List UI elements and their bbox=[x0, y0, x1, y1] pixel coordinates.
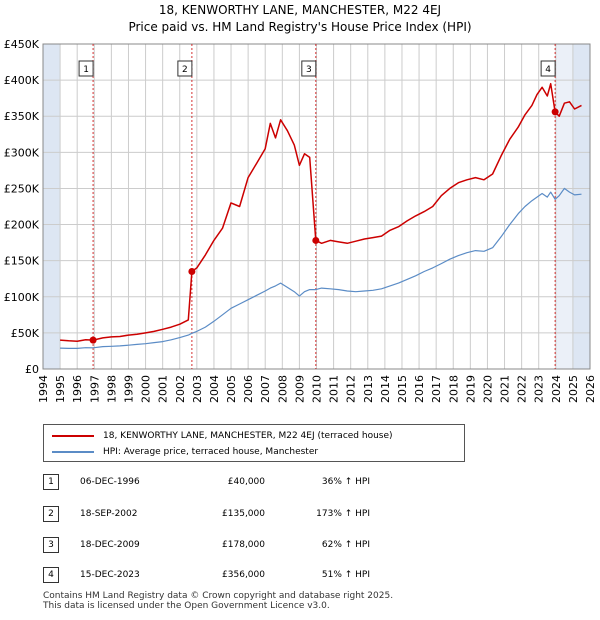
sale-number: 3 bbox=[43, 537, 59, 553]
shaded-region bbox=[43, 44, 61, 369]
table-row: 2 18-SEP-2002 £135,000 173% ↑ HPI bbox=[0, 506, 600, 526]
sale-number-box bbox=[301, 60, 317, 77]
sale-number-box bbox=[177, 60, 193, 77]
x-tick-label: 2011 bbox=[328, 375, 341, 403]
x-tick-label: 1995 bbox=[54, 375, 67, 403]
y-tick-label: £300K bbox=[4, 146, 40, 159]
x-tick-label: 2012 bbox=[345, 375, 358, 403]
y-tick-label: £0 bbox=[25, 363, 39, 376]
sale-number-label: 4 bbox=[545, 65, 551, 75]
sale-hpi: 36% ↑ HPI bbox=[321, 477, 370, 487]
legend-hpi: HPI: Average price, terraced house, Manc… bbox=[52, 444, 318, 460]
sale-point bbox=[312, 236, 320, 244]
footer-copyright: Contains HM Land Registry data © Crown c… bbox=[43, 591, 394, 601]
footer-license: This data is licensed under the Open Gov… bbox=[43, 601, 330, 611]
table-row: 4 15-DEC-2023 £356,000 51% ↑ HPI bbox=[0, 567, 600, 587]
footer: Contains HM Land Registry data © Crown c… bbox=[43, 591, 393, 611]
sale-price: £356,000 bbox=[222, 570, 265, 580]
sale-point bbox=[188, 268, 196, 275]
sale-number: 2 bbox=[43, 506, 59, 522]
sale-point bbox=[89, 336, 97, 344]
x-tick-label: 2023 bbox=[533, 375, 546, 403]
table-row: 3 18-DEC-2009 £178,000 62% ↑ HPI bbox=[0, 537, 600, 557]
sale-price: £135,000 bbox=[222, 509, 265, 519]
x-tick-label: 2002 bbox=[174, 375, 187, 403]
sale-number: 4 bbox=[43, 567, 59, 583]
x-tick-label: 1994 bbox=[37, 375, 50, 403]
x-tick-label: 2017 bbox=[430, 375, 443, 403]
x-tick-label: 1996 bbox=[71, 375, 84, 403]
y-tick-label: £100K bbox=[4, 291, 40, 304]
x-tick-label: 2021 bbox=[499, 375, 512, 403]
sale-price: £178,000 bbox=[222, 540, 265, 550]
sale-price: £40,000 bbox=[227, 477, 265, 487]
sale-date: 15-DEC-2023 bbox=[80, 570, 140, 580]
x-tick-label: 2006 bbox=[242, 375, 255, 403]
x-tick-label: 2007 bbox=[259, 375, 272, 403]
title-address: 18, KENWORTHY LANE, MANCHESTER, M22 4EJ bbox=[158, 3, 442, 17]
sale-date: 06-DEC-1996 bbox=[80, 477, 140, 487]
y-tick-label: £150K bbox=[4, 255, 40, 268]
y-tick-label: £400K bbox=[4, 74, 40, 87]
x-tick-label: 2019 bbox=[464, 375, 477, 403]
property-price-line bbox=[60, 82, 582, 342]
legend-property-label: 18, KENWORTHY LANE, MANCHESTER, M22 4EJ … bbox=[103, 431, 393, 441]
plot-frame bbox=[42, 43, 591, 370]
chart-title: 18, KENWORTHY LANE, MANCHESTER, M22 4EJ … bbox=[0, 2, 600, 36]
x-tick-label: 2016 bbox=[413, 375, 426, 403]
price-chart: £0 £50K £100K £150K £200K £250K £300K £350K £400… bbox=[4, 38, 597, 403]
x-tick-label: 2013 bbox=[362, 375, 375, 403]
sale-number-label: 3 bbox=[306, 65, 312, 75]
y-tick-label: £450K bbox=[4, 38, 40, 51]
x-tick-label: 2003 bbox=[191, 375, 204, 403]
x-tick-label: 2015 bbox=[396, 375, 409, 403]
x-tick-label: 2014 bbox=[379, 375, 392, 403]
x-tick-label: 2010 bbox=[311, 375, 324, 403]
sale-date: 18-SEP-2002 bbox=[80, 509, 138, 519]
sale-hpi: 51% ↑ HPI bbox=[321, 570, 370, 580]
x-tick-label: 2001 bbox=[157, 375, 170, 403]
y-tick-label: £350K bbox=[4, 110, 40, 123]
sale-number: 1 bbox=[43, 474, 59, 490]
sale-date: 18-DEC-2009 bbox=[80, 540, 140, 550]
legend-property-swatch bbox=[52, 435, 94, 437]
legend: 18, KENWORTHY LANE, MANCHESTER, M22 4EJ … bbox=[43, 424, 465, 462]
shaded-region bbox=[572, 44, 590, 369]
y-tick-label: £250K bbox=[4, 182, 40, 195]
x-tick-label: 1999 bbox=[122, 375, 135, 403]
x-tick-label: 2022 bbox=[516, 375, 529, 403]
title-subtitle: Price paid vs. HM Land Registry's House … bbox=[128, 20, 472, 34]
legend-hpi-swatch bbox=[52, 451, 94, 453]
table-row: 1 06-DEC-1996 £40,000 36% ↑ HPI bbox=[0, 474, 600, 494]
x-tick-label: 1997 bbox=[88, 375, 101, 403]
sale-point bbox=[551, 108, 559, 116]
x-tick-label: 2026 bbox=[584, 375, 597, 403]
shaded-region bbox=[555, 44, 573, 369]
sale-number-label: 1 bbox=[83, 65, 89, 75]
sale-hpi: 173% ↑ HPI bbox=[316, 509, 370, 519]
x-tick-label: 2009 bbox=[293, 375, 306, 403]
x-tick-label: 2020 bbox=[481, 375, 494, 403]
x-tick-label: 2000 bbox=[140, 375, 153, 403]
x-tick-label: 2024 bbox=[550, 375, 563, 403]
sale-number-box bbox=[78, 60, 94, 77]
legend-hpi-label: HPI: Average price, terraced house, Manc… bbox=[103, 447, 319, 457]
x-tick-label: 2008 bbox=[276, 375, 289, 403]
sale-number-box bbox=[540, 60, 556, 77]
hpi-line bbox=[60, 187, 582, 349]
y-tick-label: £50K bbox=[11, 327, 40, 340]
x-tick-label: 2005 bbox=[225, 375, 238, 403]
x-tick-label: 2018 bbox=[447, 375, 460, 403]
x-tick-label: 2025 bbox=[567, 375, 580, 403]
x-tick-label: 1998 bbox=[105, 375, 118, 403]
x-tick-label: 2004 bbox=[208, 375, 221, 403]
y-tick-label: £200K bbox=[4, 219, 40, 232]
sale-number-label: 2 bbox=[182, 65, 188, 75]
legend-property: 18, KENWORTHY LANE, MANCHESTER, M22 4EJ … bbox=[52, 428, 393, 444]
sale-hpi: 62% ↑ HPI bbox=[321, 540, 370, 550]
